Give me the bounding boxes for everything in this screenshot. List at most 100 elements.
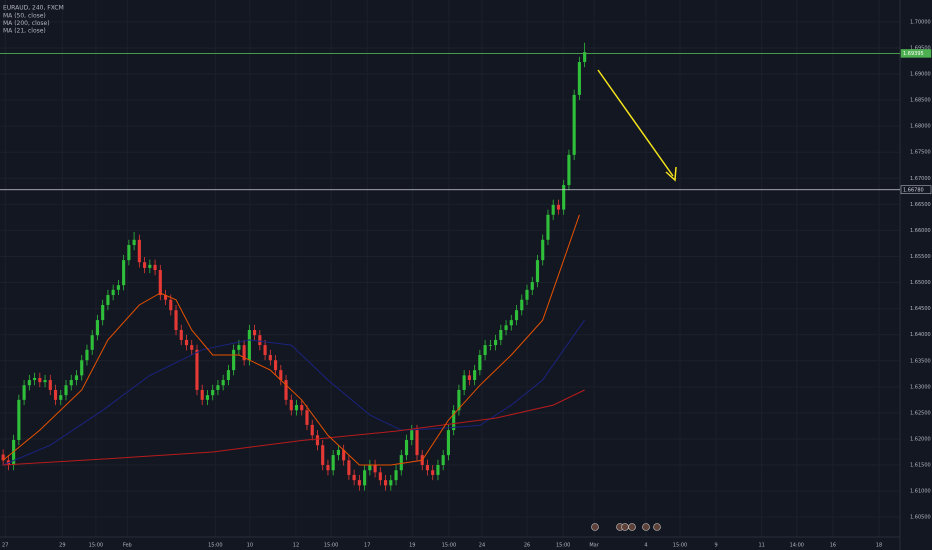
candle-body <box>546 214 550 240</box>
candle-body <box>284 380 288 400</box>
candle-body <box>567 154 571 186</box>
candle-body <box>467 375 471 381</box>
event-icon[interactable] <box>591 523 599 531</box>
y-tick-label: 1.67000 <box>910 176 931 182</box>
candle-body <box>116 285 120 290</box>
candle-body <box>504 325 508 330</box>
candle-body <box>520 299 524 311</box>
candle-body <box>562 185 566 210</box>
x-tick-label: 10 <box>247 543 253 549</box>
y-tick-label: 1.63000 <box>910 384 931 390</box>
arrow <box>597 69 674 177</box>
candle-body <box>106 295 110 305</box>
candle-body <box>326 465 330 471</box>
candle-body <box>300 405 304 411</box>
y-tick-label: 1.68000 <box>910 124 931 130</box>
candle-body <box>101 304 105 321</box>
candle-body <box>237 345 241 350</box>
candle-body <box>122 260 126 286</box>
y-tick-label: 1.62000 <box>910 436 931 442</box>
chart-title: EURAUD, 240, FXCM <box>3 5 64 12</box>
candle-body <box>357 480 361 486</box>
y-tick-label: 1.63500 <box>910 358 931 364</box>
price-label-box <box>900 185 932 195</box>
candle-body <box>373 465 377 473</box>
event-icon[interactable] <box>621 523 629 531</box>
candle-body <box>478 355 482 371</box>
candle-body <box>389 480 393 486</box>
candle-body <box>247 330 251 361</box>
y-tick-label: 1.61000 <box>910 489 931 495</box>
candle-body <box>436 465 440 475</box>
candle-body <box>583 52 587 63</box>
x-tick-label: 27 <box>2 543 8 549</box>
candle-body <box>509 320 513 326</box>
candle-body <box>90 335 94 350</box>
x-tick-label: 4 <box>644 543 647 549</box>
candle-body <box>268 355 272 361</box>
candle-body <box>452 410 456 431</box>
moving-average-line <box>3 389 585 466</box>
event-icon[interactable] <box>642 523 650 531</box>
x-tick-label: 18 <box>876 543 882 549</box>
event-icons <box>591 523 661 531</box>
x-tick-label: Mar <box>589 543 599 549</box>
candle-body <box>336 449 340 456</box>
x-tick-label: Feb <box>123 543 132 549</box>
candle-body <box>556 204 561 210</box>
candle-body <box>205 395 210 400</box>
candle-body <box>378 472 382 481</box>
candle-body <box>483 345 487 356</box>
event-icon[interactable] <box>628 523 636 531</box>
legend-entry: MA (21, close) <box>3 28 46 35</box>
candle-body <box>577 62 581 95</box>
candle-body <box>69 380 73 386</box>
candle-body <box>352 474 356 481</box>
candle-body <box>305 410 309 425</box>
x-tick-label: 16 <box>830 543 836 549</box>
x-tick-label: 15:00 <box>89 543 103 549</box>
x-tick-label: 14:00 <box>790 543 804 549</box>
y-tick-label: 1.61500 <box>910 463 931 469</box>
price-label: 1.69395 <box>903 51 924 57</box>
y-tick-label: 1.66000 <box>910 228 931 234</box>
candle-body <box>394 470 398 481</box>
candle-body <box>163 295 168 300</box>
candle-body <box>294 405 299 411</box>
candle-body <box>211 389 215 396</box>
candle-body <box>415 430 419 456</box>
candle-body <box>190 345 194 350</box>
candle-body <box>64 385 68 396</box>
candle-body <box>363 470 367 486</box>
y-tick-label: 1.65000 <box>910 280 931 286</box>
y-tick-label: 1.65500 <box>910 254 931 260</box>
candle-body <box>457 389 461 411</box>
candle-body <box>253 330 257 336</box>
y-tick-label: 1.70000 <box>910 19 931 25</box>
candle-body <box>488 345 492 346</box>
candle-body <box>368 465 372 471</box>
candle-body <box>399 455 403 471</box>
candle-body <box>446 430 450 456</box>
x-tick-label: 19 <box>409 543 415 549</box>
candle-body <box>315 435 320 446</box>
y-tick-label: 1.64500 <box>910 306 931 312</box>
candle-body <box>158 270 162 296</box>
candle-body <box>514 310 519 321</box>
price-label: 1.66780 <box>903 187 924 193</box>
candle-body <box>499 330 503 340</box>
candle-body <box>169 299 173 311</box>
event-icon[interactable] <box>653 523 661 531</box>
candle-body <box>410 430 414 440</box>
candle-body <box>494 339 498 346</box>
candle-body <box>342 449 346 461</box>
candle-body <box>289 399 293 411</box>
candle-body <box>43 380 47 383</box>
candle-body <box>572 94 576 155</box>
candle-body <box>174 310 178 330</box>
candle-body <box>279 370 283 381</box>
candle-body <box>200 389 204 400</box>
